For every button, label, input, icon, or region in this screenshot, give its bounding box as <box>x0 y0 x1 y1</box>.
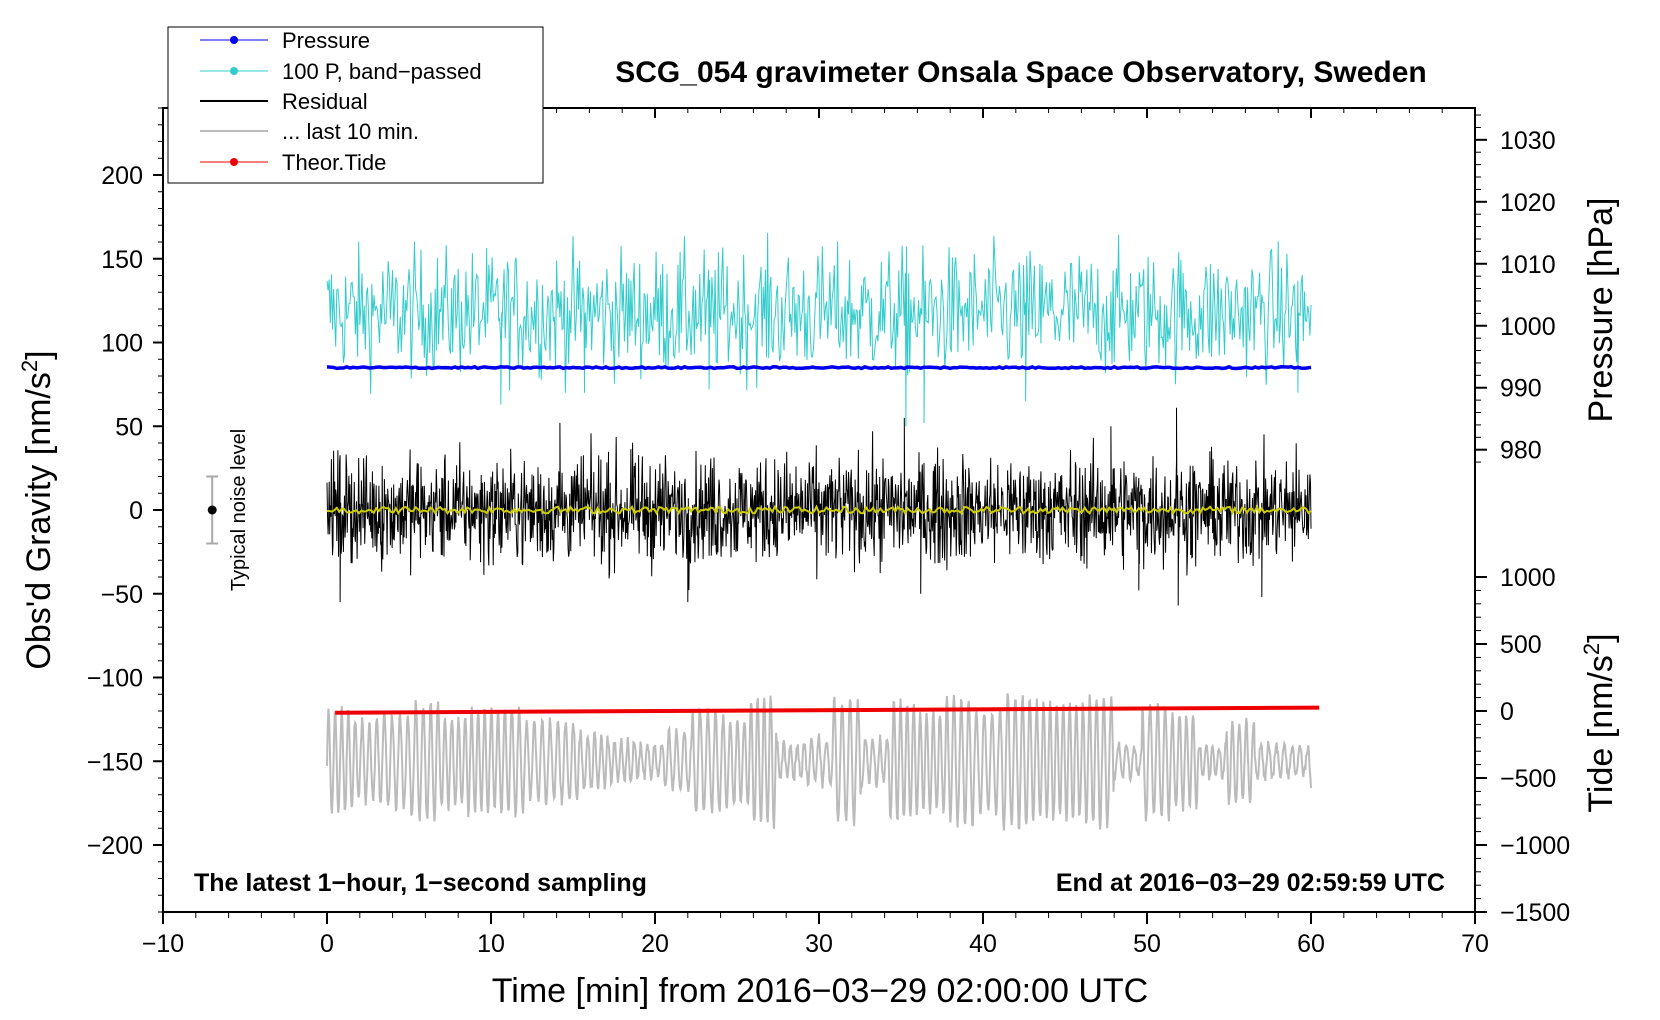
y-tick-label: −150 <box>87 748 143 776</box>
x-tick-label: 20 <box>641 930 669 958</box>
x-tick-label: −10 <box>142 930 184 958</box>
legend-label-residual: Residual <box>282 89 368 114</box>
tide-tick-label: −1000 <box>1500 832 1570 860</box>
y-axis-label-tide-sup: 2 <box>1579 643 1604 655</box>
x-tick-label: 0 <box>320 930 334 958</box>
y-tick-label: −50 <box>101 581 143 609</box>
pressure-tick-label: 980 <box>1500 437 1542 465</box>
legend-label-tide: Theor.Tide <box>282 150 386 175</box>
x-tick-label: 60 <box>1297 930 1325 958</box>
legend-label-last-10: ... last 10 min. <box>282 119 419 144</box>
series-residual <box>326 407 1312 606</box>
legend-marker-pressure <box>230 36 238 44</box>
pressure-tick-label: 1030 <box>1500 127 1556 155</box>
y-axis-label-left-sup: 2 <box>17 360 42 372</box>
series-residual-smoothed <box>327 504 1312 516</box>
series-pressure <box>326 364 1312 371</box>
tide-tick-label: −1500 <box>1500 899 1570 927</box>
legend-marker-band-passed <box>230 67 238 75</box>
x-tick-label: 30 <box>805 930 833 958</box>
noise-indicator-label: Typical noise level <box>228 429 250 591</box>
y-tick-label: 200 <box>101 162 143 190</box>
y-axis-label-pressure: Pressure [hPa] <box>1582 198 1620 423</box>
y-axis-label-tide-main: Tide [nm/s <box>1582 655 1620 812</box>
pressure-tick-label: 1010 <box>1500 251 1556 279</box>
y-tick-label: 150 <box>101 246 143 274</box>
x-tick-label: 50 <box>1133 930 1161 958</box>
annotation-bottom-right: End at 2016−03−29 02:59:59 UTC <box>1056 869 1445 897</box>
y-axis-label-tide: Tide [nm/s2] <box>1579 633 1620 812</box>
series-band-passed <box>326 232 1312 427</box>
ticks-layer: −10 0 10 20 30 40 50 60 70200150100500−50−100−15… <box>87 107 1570 958</box>
legend-label-pressure: Pressure <box>282 28 370 53</box>
tide-tick-label: 1000 <box>1500 564 1556 592</box>
x-axis-label: Time [min] from 2016−03−29 02:00:00 UTC <box>492 972 1148 1010</box>
series-layer <box>206 232 1320 831</box>
pressure-tick-label: 1000 <box>1500 313 1556 341</box>
annotation-bottom-left: The latest 1−hour, 1−second sampling <box>194 869 647 897</box>
chart-title: SCG_054 gravimeter Onsala Space Observat… <box>615 56 1427 89</box>
x-tick-label: 70 <box>1461 930 1489 958</box>
y-axis-label-left-close: ] <box>20 350 58 359</box>
y-tick-label: −200 <box>87 832 143 860</box>
y-axis-label-left-main: Obs'd Gravity [nm/s <box>20 372 58 669</box>
legend-marker-tide <box>230 158 238 166</box>
x-tick-label: 40 <box>969 930 997 958</box>
legend-label-band-passed: 100 P, band−passed <box>282 59 482 84</box>
x-tick-label: 10 <box>477 930 505 958</box>
legend: Pressure 100 P, band−passed Residual ...… <box>167 26 544 184</box>
series-theoretical-tide <box>335 705 1320 715</box>
pressure-tick-label: 990 <box>1500 375 1542 403</box>
y-tick-label: −100 <box>87 665 143 693</box>
tide-tick-label: 500 <box>1500 631 1542 659</box>
noise-indicator-dot <box>207 505 217 515</box>
y-axis-label-tide-close: ] <box>1582 633 1620 642</box>
tide-tick-label: 0 <box>1500 698 1514 726</box>
y-axis-label-left: Obs'd Gravity [nm/s2] <box>17 350 58 669</box>
legend-box <box>167 26 544 184</box>
y-tick-label: 100 <box>101 330 143 358</box>
y-tick-label: 50 <box>115 413 143 441</box>
series-last-10-min <box>326 693 1312 831</box>
pressure-tick-label: 1020 <box>1500 189 1556 217</box>
y-tick-label: 0 <box>129 497 143 525</box>
tide-tick-label: −500 <box>1500 765 1556 793</box>
